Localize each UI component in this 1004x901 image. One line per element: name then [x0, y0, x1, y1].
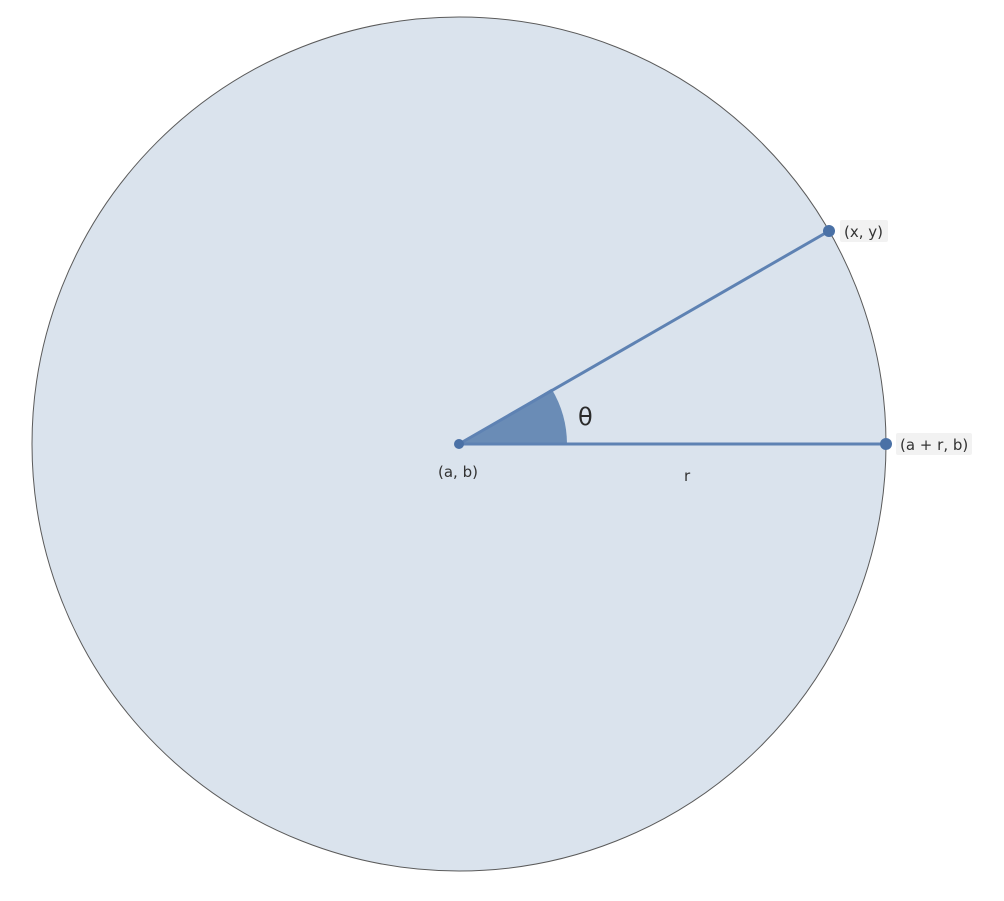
radius-line-angled: [458, 229, 830, 446]
xy-label-background: [840, 220, 888, 242]
xy-point: [823, 225, 835, 237]
angle-label: θ: [578, 403, 593, 431]
edge-label-background: [896, 433, 972, 455]
edge-point-label: (a + r, b): [900, 436, 968, 454]
radius-label: r: [684, 467, 691, 485]
center-point-label: (a, b): [438, 463, 478, 481]
edge-point: [880, 438, 892, 450]
xy-point-label: (x, y): [844, 223, 883, 241]
center-point: [454, 439, 464, 449]
